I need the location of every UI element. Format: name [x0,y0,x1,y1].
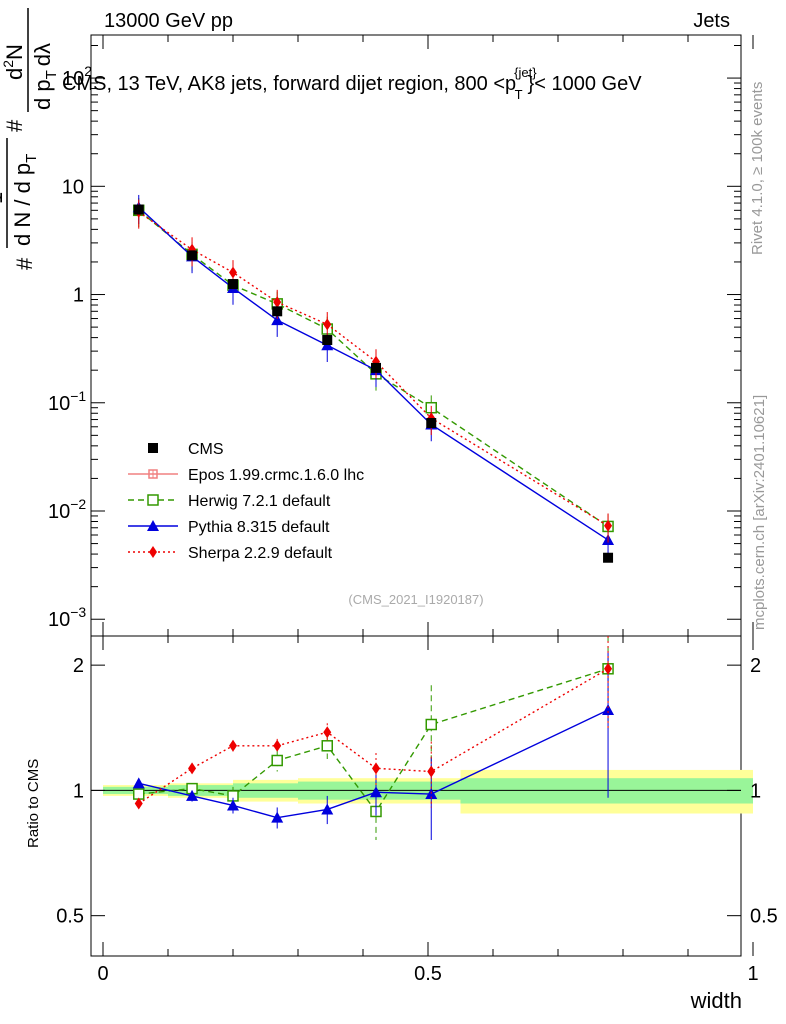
svg-text:d2N: d2N [0,44,27,80]
main-point-2-3 [271,314,284,326]
main-series-layer [132,194,615,563]
ratio-point-3-4 [323,726,332,739]
svg-text:#: # [2,119,27,132]
ratio-point-2-7 [602,704,615,716]
ratio-point-3-3 [273,739,282,752]
ratio-y-axis-label: Ratio to CMS [25,759,42,848]
main-y-axis-label: # d N / d pT 1 # d pTdλ d2N [0,8,60,270]
legend-marker-3 [147,520,159,531]
ratio-point-2-0 [132,777,145,789]
ratio-line-3 [138,668,609,805]
ratio-point-1-6 [425,718,437,731]
main-point-3-7 [604,519,613,532]
mcplots-label: mcplots.cern.ch [arXiv:2401.10621] [751,395,768,630]
chart-title: CMS, 13 TeV, AK8 jets, forward dijet reg… [62,65,642,102]
y-tick-label-4: 10−2 [48,496,86,523]
header-left-label: 13000 GeV pp [104,10,233,32]
legend-marker-0 [148,443,158,453]
ratio-line-2 [138,709,609,819]
uncertainty-bands [103,769,753,814]
y-tick-label-2: 1 [73,285,84,307]
svg-text:#: # [12,257,37,270]
data-point-3 [272,306,283,317]
legend-marker-1 [148,469,158,479]
ratio-point-2-5 [370,786,382,798]
ratio-point-3-7 [604,662,613,675]
main-line-1 [138,209,609,528]
main-point-3-3 [273,296,282,309]
legend: CMS Epos 1.99.crmc.1.6.0 lhc Herwig 7.2.1 … [128,441,364,562]
ratio-point-1-4 [321,740,333,752]
ratio-line-1 [138,668,609,813]
ratio-tick-label-right-0: 0.5 [750,906,778,928]
main-line-2 [138,206,609,541]
ratio-point-3-1 [188,762,197,775]
data-point-0 [133,204,144,215]
ratio-point-3-2 [229,739,237,752]
legend-label-2: Herwig 7.2.1 default [188,493,331,510]
ratio-point-2-3 [271,811,284,823]
svg-text:1: 1 [0,192,7,204]
legend-label-1: Epos 1.99.crmc.1.6.0 lhc [188,467,364,484]
ratio-point-3-5 [372,762,380,775]
y-tick-label-1: 10 [62,176,84,198]
x-axis-label: width [690,988,742,1013]
main-point-3-4 [323,318,332,331]
rivet-version-label: Rivet 4.1.0, ≥ 100k events [749,82,766,255]
header-right-label: Jets [693,10,730,32]
data-point-5 [371,362,381,373]
ratio-point-1-3 [271,754,283,767]
ratio-point-3-6 [427,765,436,778]
y-tick-label-3: 10−1 [48,388,86,415]
ratio-tick-label-right-1: 1 [750,780,761,802]
axis-ticks: 0 0.5 1 102 10 1 10−1 10−2 10−3 0.5 0.5 1 1 2 2 [48,35,778,985]
y-tick-label-0: 102 [62,63,92,90]
ratio-tick-label-right-2: 2 [750,655,761,677]
data-point-7 [603,552,614,563]
x-tick-label-1: 0.5 [414,963,442,985]
ratio-point-2-2 [227,799,239,811]
analysis-watermark: (CMS_2021_I1920187) [348,592,483,607]
x-tick-label-0: 0 [97,963,108,985]
main-point-3-2 [229,266,237,279]
ratio-tick-label-0: 0.5 [56,906,84,928]
svg-text:d pTdλ: d pTdλ [30,43,60,110]
legend-marker-2 [147,494,159,506]
legend-label-4: Sherpa 2.2.9 default [188,545,333,562]
y-tick-label-5: 10−3 [48,604,86,631]
ratio-point-2-4 [321,803,334,815]
data-point-6 [426,418,437,429]
ratio-tick-label-1: 1 [73,780,84,802]
legend-label-0: CMS [188,441,224,458]
ratio-tick-label-2: 2 [73,655,84,677]
svg-text:d N / d pT: d N / d pT [10,154,40,246]
legend-label-3: Pythia 8.315 default [188,519,330,536]
ratio-point-2-1 [186,789,199,801]
data-point-2 [228,279,238,290]
x-tick-label-2: 1 [747,963,758,985]
ratio-series-layer [132,636,615,841]
data-point-4 [322,335,333,346]
ratio-point-3-0 [134,797,143,810]
data-point-1 [187,250,198,261]
legend-marker-4 [149,546,157,558]
